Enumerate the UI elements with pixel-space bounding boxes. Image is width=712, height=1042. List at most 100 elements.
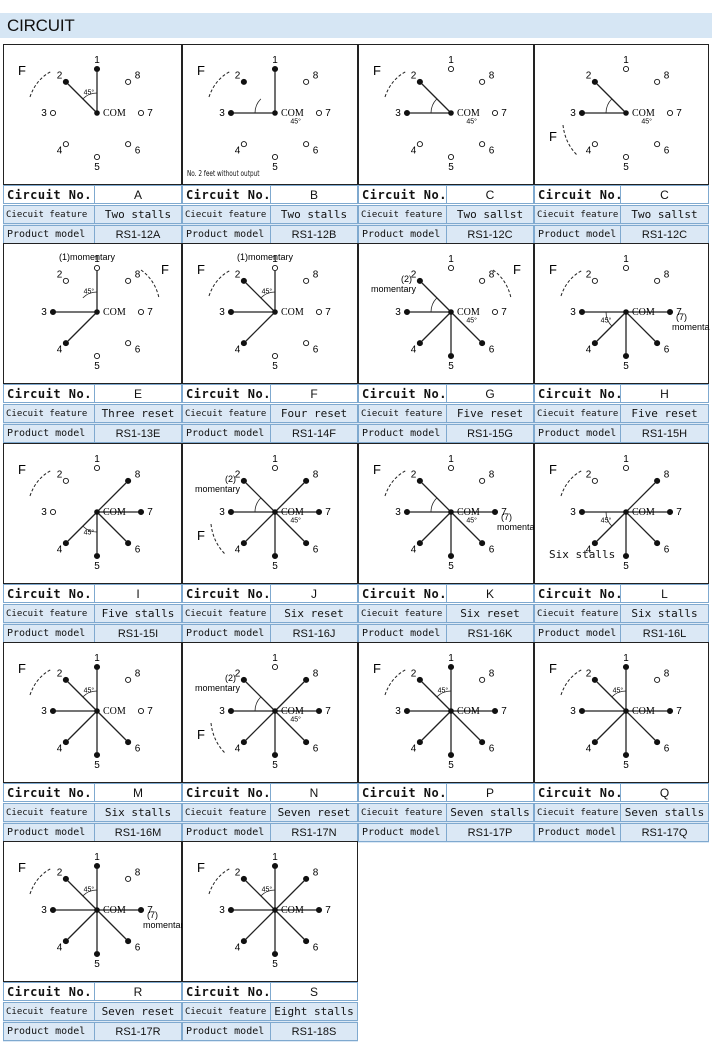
contact-line — [596, 83, 627, 114]
model-label: Product model — [182, 823, 271, 842]
contact-line — [421, 710, 452, 741]
terminal-4 — [416, 141, 423, 148]
angle-arc — [260, 889, 276, 897]
spec-row: Circuit No. C — [358, 185, 534, 205]
spec-row: Ciecuit feature Two stalls — [182, 205, 358, 225]
circuit-cell: 1 2 3 4 5 6 7 8 COM 45° F (7)momentary Circuit No.HC… — [534, 243, 710, 444]
terminal-7 — [137, 508, 145, 516]
feature-value: Seven stalls — [447, 803, 534, 822]
rotation-arrow — [562, 124, 578, 156]
spec-row: Product model RS1-15I — [3, 624, 182, 644]
angle-arc — [605, 511, 613, 527]
terminal-7 — [666, 308, 674, 316]
contact-line — [274, 511, 305, 542]
terminal-4 — [591, 540, 598, 547]
terminal-1 — [622, 65, 630, 73]
contact-line — [596, 710, 627, 741]
terminal-number: 2 — [57, 270, 63, 281]
terminal-number: 6 — [135, 942, 141, 953]
terminal-2 — [62, 875, 69, 882]
terminal-number: 2 — [586, 71, 592, 82]
terminal-number: 8 — [664, 669, 670, 680]
spec-row: Circuit No. H — [534, 384, 709, 404]
contact-line — [274, 482, 305, 513]
terminal-5 — [271, 352, 279, 360]
spec-row: Circuit No. K — [358, 584, 534, 604]
spec-row: Circuit No. Q — [534, 783, 709, 803]
spec-row: Product model RS1-17P — [358, 823, 534, 843]
terminal-4 — [62, 340, 69, 347]
circuit-cell: 1 2 3 4 5 6 7 8 COM 45° F Circuit No. S Ciecuit featu… — [182, 841, 358, 1042]
circuit-diagram: 1 2 3 4 5 6 7 8 COM 45° F — [182, 841, 358, 982]
circuit-no-label: Circuit No. — [182, 783, 271, 802]
angle-arc — [82, 291, 98, 299]
terminal-number: 7 — [501, 706, 507, 717]
circuit-cell: 1 2 3 4 5 6 7 8 COM 45° F Circuit No. Q Ciecuit featu… — [534, 642, 709, 843]
model-label: Product model — [534, 823, 621, 842]
rotation-f-label: F — [197, 727, 205, 742]
circuit-cell: 1 2 3 4 5 6 7 8 COM 45° F Circuit No. M Ciecuit featu… — [3, 642, 182, 843]
angle-arc — [254, 497, 262, 513]
terminal-7 — [491, 707, 499, 715]
terminal-number: 7 — [501, 108, 507, 119]
angle-label: 45° — [438, 687, 449, 695]
rotation-arrow — [29, 867, 53, 895]
circuit-no-value: L — [621, 584, 709, 603]
contact-line — [596, 681, 627, 712]
contact-line — [67, 311, 98, 342]
terminal-number: 7 — [147, 108, 153, 119]
terminal-4 — [240, 739, 247, 746]
terminal-7 — [491, 109, 499, 117]
momentary-label: momentary — [143, 920, 183, 930]
model-value: RS1-12B — [271, 225, 358, 244]
circuit-no-value: Q — [621, 783, 709, 802]
spec-row: Circuit No. P — [358, 783, 534, 803]
contact-line — [67, 511, 98, 542]
contact-line — [245, 482, 276, 513]
com-terminal — [623, 708, 629, 714]
terminal-number: 4 — [57, 743, 63, 754]
terminal-number: 5 — [272, 162, 278, 173]
terminal-number: 7 — [325, 307, 331, 318]
terminal-5 — [93, 552, 101, 560]
circuit-diagram: 1 2 3 4 5 6 7 8 COM 45° F (1)momentary — [182, 243, 358, 384]
terminal-number: 1 — [623, 55, 629, 66]
feature-value: Six reset — [447, 604, 534, 623]
circuit-diagram: 1 2 3 4 5 6 7 8 COM 45° F (7)momentary — [534, 243, 710, 384]
model-value: RS1-14F — [271, 424, 358, 443]
terminal-number: 8 — [664, 71, 670, 82]
angle-arc — [430, 497, 438, 513]
angle-label: 45° — [84, 528, 95, 536]
terminal-number: 5 — [272, 561, 278, 572]
feature-label: Ciecuit feature — [358, 404, 447, 423]
contact-line — [96, 909, 127, 940]
terminal-6 — [125, 739, 132, 746]
circuit-no-value: A — [95, 185, 182, 204]
terminal-6 — [479, 141, 486, 148]
terminal-3 — [227, 109, 235, 117]
circuit-diagram-svg: 1 2 3 4 5 6 7 8 COM 45° F (1)momentary — [197, 252, 331, 372]
terminal-number: 2 — [57, 669, 63, 680]
circuit-no-value: M — [95, 783, 182, 802]
terminal-1 — [93, 264, 101, 272]
circuit-no-value: P — [447, 783, 534, 802]
terminal-4 — [62, 141, 69, 148]
terminal-3 — [578, 308, 586, 316]
momentary-number: (2) — [225, 673, 236, 683]
angle-arc — [611, 690, 627, 698]
spec-row: Ciecuit feature Six reset — [358, 604, 534, 624]
contact-line — [274, 710, 305, 741]
rotation-f-label: F — [197, 63, 205, 78]
terminal-number: 3 — [570, 507, 576, 518]
contact-line — [625, 511, 656, 542]
circuit-diagram: 1 2 3 4 5 6 7 8 COM 45° F Six stalls — [534, 443, 709, 584]
feature-value: Seven reset — [95, 1002, 182, 1021]
model-label: Product model — [3, 624, 95, 643]
terminal-3 — [227, 707, 235, 715]
terminal-6 — [125, 540, 132, 547]
spec-row: Product model RS1-17Q — [534, 823, 709, 843]
angle-label: 45° — [466, 316, 477, 324]
momentary-label: momentary — [672, 322, 710, 332]
terminal-number: 7 — [676, 507, 682, 518]
